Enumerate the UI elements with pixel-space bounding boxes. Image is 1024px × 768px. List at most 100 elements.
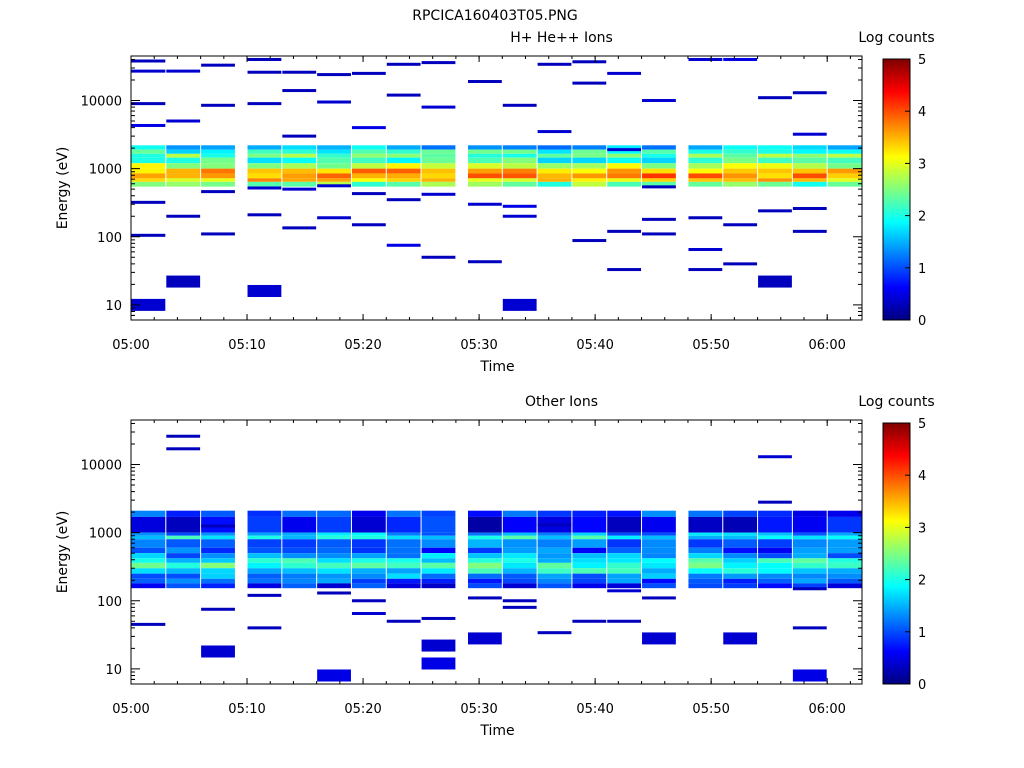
heatmap-cell — [537, 539, 572, 548]
heatmap-cell — [201, 524, 235, 528]
heatmap-cell — [537, 523, 572, 527]
heatmap-cell — [502, 583, 537, 589]
heatmap-cell — [247, 186, 282, 190]
heatmap-cell — [607, 583, 642, 589]
heatmap-cell — [467, 539, 502, 548]
heatmap-cell — [317, 562, 351, 569]
heatmap-cell — [502, 532, 537, 536]
heatmap-cell — [386, 62, 421, 66]
heatmap-cell — [792, 669, 827, 682]
heatmap-cell — [131, 173, 166, 179]
heatmap-cell — [642, 578, 676, 584]
core-band — [131, 510, 862, 589]
heatmap-cell — [247, 532, 282, 536]
heatmap-cell — [642, 178, 676, 182]
heatmap-cell — [247, 149, 282, 154]
heatmap-cell — [317, 73, 351, 77]
heatmap-cell — [642, 157, 676, 164]
heatmap-cell — [827, 181, 862, 187]
x-tick-label: 05:20 — [344, 702, 381, 717]
heatmap-cell — [166, 173, 201, 179]
heatmap-cell — [247, 516, 282, 533]
heatmap-cell — [607, 573, 642, 579]
heatmap-cell — [607, 578, 642, 584]
heatmap-cell — [467, 153, 502, 158]
heatmap-cell — [131, 102, 166, 106]
heatmap-cell — [166, 275, 201, 288]
heatmap-cell — [131, 532, 166, 536]
x-axis-label: Time — [479, 723, 514, 739]
heatmap-cell — [792, 583, 827, 589]
heatmap-cell — [827, 562, 862, 569]
heatmap-cell — [317, 168, 351, 174]
heatmap-cell — [421, 568, 456, 574]
heatmap-cell — [317, 583, 351, 589]
heatmap-cell — [723, 262, 758, 266]
heatmap-cell — [247, 568, 282, 574]
heatmap-cell — [758, 209, 792, 213]
heatmap-cell — [723, 153, 758, 158]
heatmap-cell — [421, 539, 456, 548]
y-axis-label: Energy (eV) — [55, 147, 71, 230]
heatmap-cell — [421, 532, 456, 536]
heatmap-cell — [572, 81, 607, 85]
heatmap-cell — [131, 233, 166, 237]
heatmap-cell — [688, 178, 723, 182]
heatmap-cell — [758, 558, 792, 563]
heatmap-cell — [723, 539, 758, 548]
heatmap-cell — [166, 163, 201, 169]
heatmap-cell — [247, 547, 282, 554]
heatmap-cell — [758, 173, 792, 179]
heatmap-cell — [502, 103, 537, 107]
heatmap-cell — [827, 558, 862, 563]
heatmap-cell — [723, 181, 758, 187]
heatmap-cell — [642, 173, 676, 179]
heatmap-cell — [131, 149, 166, 154]
heatmap-cell — [282, 70, 317, 74]
heatmap-cell — [131, 558, 166, 563]
heatmap-cell — [131, 547, 166, 554]
colorbar-gradient — [882, 58, 911, 321]
heatmap-cell — [723, 558, 758, 563]
heatmap-cell — [572, 619, 607, 623]
heatmap-cell — [421, 157, 456, 164]
heatmap-cell — [351, 145, 386, 150]
heatmap-cell — [537, 163, 572, 169]
heatmap-cell — [792, 163, 827, 169]
heatmap-cell — [502, 558, 537, 563]
heatmap-cell — [421, 181, 456, 187]
heatmap-cell — [502, 578, 537, 584]
heatmap-cell — [421, 547, 456, 554]
heatmap-cell — [166, 434, 201, 438]
y-tick-label: 1000 — [89, 163, 122, 178]
heatmap-cell — [502, 178, 537, 182]
heatmap-cell — [421, 535, 456, 540]
heatmap-cell — [688, 173, 723, 179]
heatmap-cell — [607, 568, 642, 574]
heatmap-cell — [572, 535, 607, 540]
heatmap-cell — [607, 619, 642, 623]
heatmap-cell — [688, 547, 723, 554]
heatmap-cell — [537, 568, 572, 574]
heatmap-cell — [351, 583, 386, 589]
heatmap-cell — [827, 178, 862, 182]
heatmap-cell — [642, 596, 676, 600]
heatmap-cell — [201, 607, 235, 611]
heatmap-cell — [386, 568, 421, 574]
heatmap-cell — [166, 157, 201, 164]
sparse-hits — [131, 57, 827, 311]
heatmap-cell — [201, 568, 235, 574]
heatmap-cell — [467, 510, 502, 517]
heatmap-cell — [166, 168, 201, 174]
heatmap-cell — [827, 173, 862, 179]
heatmap-cell — [282, 516, 317, 533]
heatmap-cell — [201, 578, 235, 584]
heatmap-cell — [351, 516, 386, 533]
heatmap-cell — [642, 510, 676, 517]
heatmap-cell — [247, 168, 282, 174]
heatmap-cell — [386, 535, 421, 540]
heatmap-cell — [282, 568, 317, 574]
heatmap-cell — [537, 178, 572, 182]
heatmap-cell — [201, 583, 235, 589]
heatmap-cell — [758, 562, 792, 569]
